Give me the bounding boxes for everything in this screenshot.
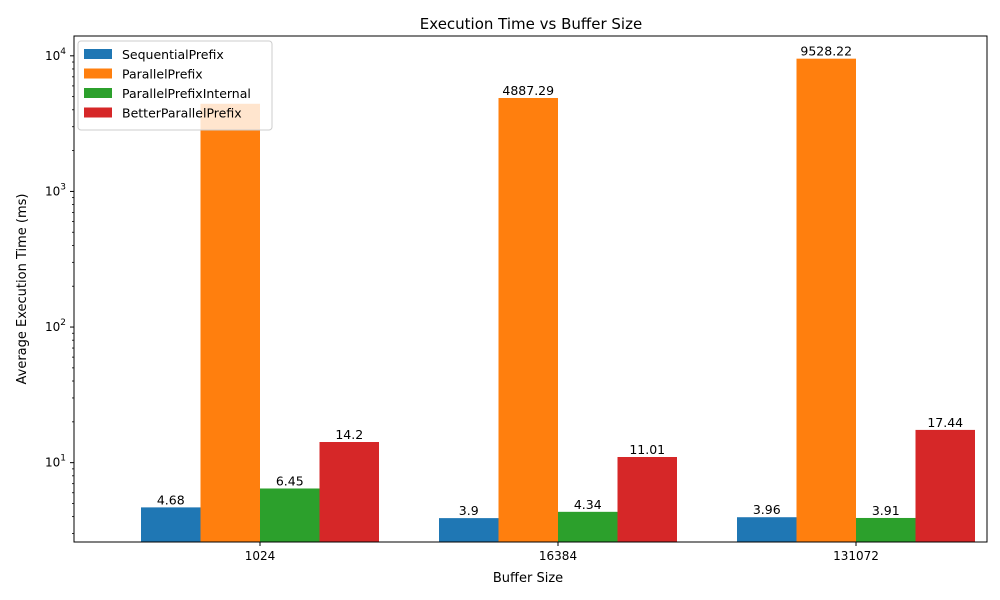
bar-ParallelPrefixInternal-16384: [558, 511, 618, 542]
data-label-SequentialPrefix-1024: 4.68: [157, 492, 185, 507]
bar-ParallelPrefix-131072: [796, 58, 856, 542]
bar-ParallelPrefixInternal-131072: [856, 517, 916, 542]
data-label-ParallelPrefixInternal-1024: 6.45: [276, 473, 304, 488]
chart-title: Execution Time vs Buffer Size: [420, 15, 642, 33]
legend-swatch-ParallelPrefix: [84, 68, 112, 79]
data-label-ParallelPrefix-16384: 4887.29: [502, 83, 554, 98]
x-tick-label-1024: 1024: [245, 549, 276, 563]
bar-SequentialPrefix-16384: [439, 518, 499, 542]
bar-ParallelPrefix-1024: [200, 103, 260, 542]
y-axis-label: Average Execution Time (ms): [15, 194, 30, 385]
data-label-BetterParallelPrefix-131072: 17.44: [927, 415, 963, 430]
data-label-BetterParallelPrefix-16384: 11.01: [629, 442, 665, 457]
bar-labels-group: 4.68 6.45 14.2 3.9 4887.29 4.34 11.01 3.96 9528.…: [157, 44, 963, 518]
legend-swatch-SequentialPrefix: [84, 49, 112, 59]
bar-ParallelPrefix-16384: [498, 97, 558, 542]
legend-swatch-BetterParallelPrefix: [84, 107, 112, 118]
legend-swatch-ParallelPrefixInternal: [84, 88, 112, 98]
bar-SequentialPrefix-1024: [141, 507, 201, 542]
bar-ParallelPrefixInternal-1024: [260, 488, 320, 542]
bar-SequentialPrefix-131072: [737, 517, 797, 542]
bar-BetterParallelPrefix-1024: [319, 442, 379, 542]
data-label-SequentialPrefix-131072: 3.96: [753, 502, 781, 517]
x-tick-label-16384: 16384: [539, 549, 577, 563]
y-tick-label-100: 102: [45, 318, 66, 334]
data-label-ParallelPrefixInternal-131072: 3.91: [872, 503, 900, 518]
bars-group: [141, 58, 975, 542]
data-label-ParallelPrefix-131072: 9528.22: [800, 44, 852, 59]
data-label-SequentialPrefix-16384: 3.9: [459, 503, 479, 518]
y-tick-label-10: 101: [45, 454, 66, 470]
legend: SequentialPrefix ParallelPrefix ParallelPr…: [77, 40, 273, 131]
bar-BetterParallelPrefix-131072: [915, 429, 975, 542]
legend-label-ParallelPrefix: ParallelPrefix: [122, 67, 203, 82]
legend-label-SequentialPrefix: SequentialPrefix: [122, 47, 224, 62]
y-axis: 101 102 103 104: [45, 47, 74, 534]
bar-BetterParallelPrefix-16384: [617, 456, 677, 542]
y-tick-label-10000: 104: [45, 47, 66, 63]
data-label-ParallelPrefixInternal-16384: 4.34: [574, 497, 602, 512]
legend-box: [77, 40, 273, 131]
x-axis-label: Buffer Size: [493, 571, 563, 586]
x-tick-label-131072: 131072: [833, 549, 879, 563]
data-label-BetterParallelPrefix-1024: 14.2: [335, 427, 363, 442]
plot-frame: [73, 35, 988, 543]
y-tick-label-1000: 103: [45, 182, 66, 198]
legend-label-ParallelPrefixInternal: ParallelPrefixInternal: [122, 86, 251, 101]
x-axis: 1024 16384 131072: [245, 542, 879, 563]
legend-label-BetterParallelPrefix: BetterParallelPrefix: [122, 106, 242, 121]
